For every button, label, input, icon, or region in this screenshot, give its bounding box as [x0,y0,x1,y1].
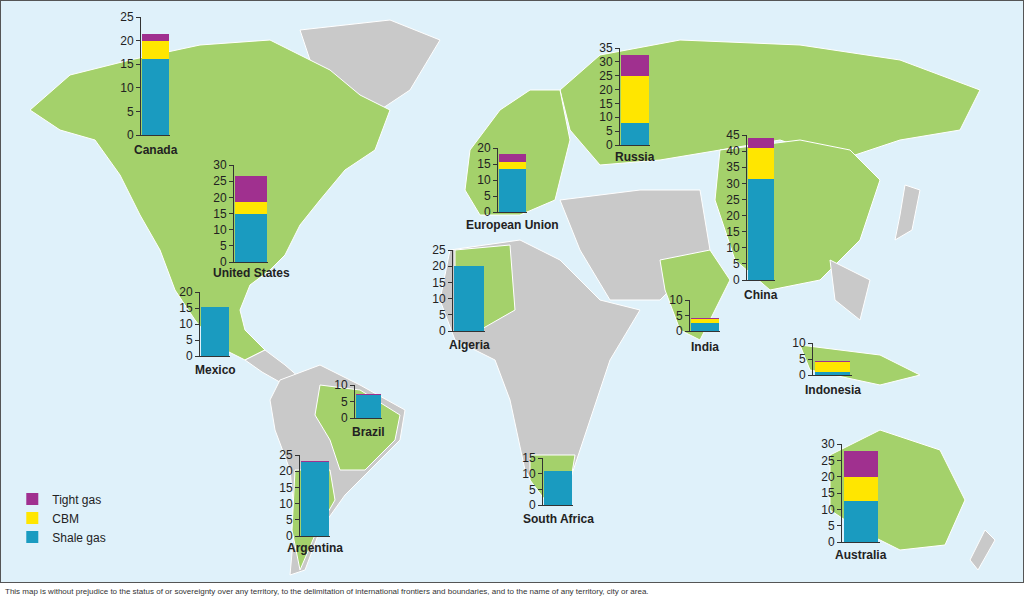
svg-text:South Africa: South Africa [523,512,594,526]
svg-text:5: 5 [127,105,134,119]
svg-text:15: 15 [821,486,835,500]
svg-text:40: 40 [726,144,740,158]
svg-text:Mexico: Mexico [195,363,236,377]
svg-text:5: 5 [676,309,683,323]
svg-text:10: 10 [669,293,683,307]
svg-text:0: 0 [220,255,227,269]
svg-text:5: 5 [220,239,227,253]
svg-text:15: 15 [522,451,536,465]
svg-text:20: 20 [432,259,446,273]
svg-text:15: 15 [477,157,491,171]
svg-text:Australia: Australia [835,548,887,562]
svg-text:15: 15 [432,276,446,290]
svg-text:10: 10 [279,497,293,511]
svg-text:0: 0 [606,138,613,152]
svg-text:5: 5 [799,352,806,366]
svg-text:25: 25 [821,454,835,468]
svg-text:10: 10 [477,173,491,187]
svg-text:China: China [744,288,778,302]
svg-text:35: 35 [726,160,740,174]
svg-text:20: 20 [279,464,293,478]
svg-text:35: 35 [599,41,613,55]
svg-text:15: 15 [279,481,293,495]
svg-text:20: 20 [213,191,227,205]
svg-text:0: 0 [676,324,683,338]
svg-text:5: 5 [733,257,740,271]
svg-text:30: 30 [213,158,227,172]
svg-text:30: 30 [599,55,613,69]
svg-text:20: 20 [477,141,491,155]
svg-text:10: 10 [821,503,835,517]
svg-text:0: 0 [439,324,446,338]
svg-text:Shale gas: Shale gas [52,531,105,545]
svg-text:45: 45 [726,128,740,142]
svg-text:15: 15 [179,301,193,315]
svg-text:20: 20 [726,209,740,223]
svg-text:0: 0 [484,205,491,219]
svg-text:10: 10 [726,241,740,255]
svg-text:Indonesia: Indonesia [805,383,861,397]
svg-text:25: 25 [726,193,740,207]
svg-text:Tight gas: Tight gas [52,493,101,507]
svg-text:25: 25 [599,69,613,83]
svg-text:5: 5 [529,483,536,497]
svg-text:15: 15 [120,57,134,71]
svg-text:5: 5 [606,124,613,138]
svg-text:5: 5 [286,513,293,527]
svg-text:10: 10 [213,223,227,237]
svg-text:0: 0 [799,368,806,382]
svg-text:CBM: CBM [52,512,79,526]
svg-text:15: 15 [213,207,227,221]
svg-text:0: 0 [286,529,293,543]
svg-text:20: 20 [821,470,835,484]
svg-text:15: 15 [599,97,613,111]
svg-text:0: 0 [186,349,193,363]
svg-text:5: 5 [828,519,835,533]
svg-text:10: 10 [120,81,134,95]
svg-text:25: 25 [120,10,134,24]
svg-text:20: 20 [599,83,613,97]
svg-text:20: 20 [120,34,134,48]
svg-text:5: 5 [186,333,193,347]
svg-text:Argentina: Argentina [287,541,343,555]
svg-text:India: India [691,340,719,354]
svg-text:0: 0 [341,411,348,425]
svg-text:This map is without prejudice: This map is without prejudice to the sta… [5,587,649,596]
svg-text:25: 25 [213,174,227,188]
svg-text:5: 5 [484,189,491,203]
svg-text:0: 0 [127,128,134,142]
svg-text:Brazil: Brazil [352,425,385,439]
svg-text:United States: United States [213,266,290,280]
svg-text:10: 10 [432,292,446,306]
svg-text:10: 10 [792,336,806,350]
svg-text:15: 15 [726,225,740,239]
svg-text:25: 25 [432,243,446,257]
svg-text:Canada: Canada [134,143,178,157]
svg-text:5: 5 [341,395,348,409]
svg-text:5: 5 [439,308,446,322]
svg-text:0: 0 [828,535,835,549]
svg-text:30: 30 [821,437,835,451]
svg-text:Russia: Russia [615,150,655,164]
svg-text:Algeria: Algeria [449,338,490,352]
svg-text:0: 0 [529,498,536,512]
svg-text:10: 10 [334,378,348,392]
svg-text:10: 10 [522,467,536,481]
svg-text:10: 10 [179,317,193,331]
svg-text:30: 30 [726,177,740,191]
svg-text:25: 25 [279,448,293,462]
svg-text:20: 20 [179,285,193,299]
svg-text:10: 10 [599,110,613,124]
svg-text:European Union: European Union [466,218,559,232]
svg-text:0: 0 [733,273,740,287]
